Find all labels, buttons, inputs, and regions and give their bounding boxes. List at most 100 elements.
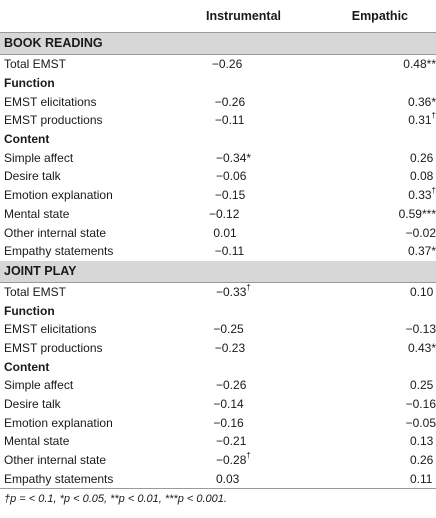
empathic-value: 0.10: [410, 284, 434, 299]
table-footnote: †p = < 0.1, *p < 0.05, **p < 0.01, ***p …: [0, 488, 436, 513]
empathic-significance-mark: †: [431, 186, 436, 196]
row-label: Emotion explanation: [4, 415, 113, 430]
empathic-cell: 0.43*: [334, 341, 436, 355]
empathic-cell: 0.31†: [334, 111, 436, 128]
instrumental-value: −0.21: [216, 434, 247, 449]
row-label: Empathy statements: [4, 471, 114, 486]
empathic-cell: 0.08: [336, 169, 436, 183]
empathic-cell: 0.25: [336, 378, 436, 392]
table-row: Mental state −0.12 0.59***: [0, 205, 436, 224]
row-label: Function: [4, 76, 55, 91]
instrumental-value: −0.34*: [216, 150, 252, 165]
instrumental-value: −0.23: [214, 340, 246, 355]
section-header: JOINT PLAY: [0, 260, 436, 283]
row-label: Total EMST: [4, 57, 67, 72]
table-row: Other internal state 0.01 −0.02: [0, 223, 436, 242]
empathic-value: 0.31: [408, 113, 432, 128]
table-row: Empathy statements 0.03 0.11: [0, 469, 436, 488]
subgroup-row: Function: [0, 301, 436, 320]
empathic-cell: 0.10: [336, 285, 436, 299]
instrumental-value: −0.11: [214, 244, 245, 259]
empathic-value: 0.43*: [407, 340, 436, 355]
table-row: Emotion explanation −0.15 0.33†: [0, 186, 436, 205]
instrumental-cell: −0.21: [196, 434, 336, 448]
row-label: EMST elicitations: [4, 322, 97, 337]
table-body: BOOK READING Total EMST −0.26 0.48** Functio…: [0, 33, 436, 488]
row-label: Desire talk: [4, 397, 61, 412]
row-label: Total EMST: [4, 284, 67, 299]
empathic-significance-mark: †: [431, 111, 436, 121]
empathic-value: −0.16: [405, 397, 436, 412]
instrumental-value: −0.25: [213, 322, 244, 337]
instrumental-value: −0.16: [213, 415, 244, 430]
empathic-value: 0.33: [408, 188, 432, 203]
instrumental-cell: 0.03: [196, 472, 336, 486]
row-label: Mental state: [4, 434, 70, 449]
instrumental-value: −0.15: [214, 188, 246, 203]
subgroup-row: Content: [0, 357, 436, 376]
instrumental-value: 0.03: [216, 471, 240, 486]
instrumental-cell: −0.23: [195, 341, 334, 355]
empathic-cell: −0.05: [332, 416, 436, 430]
empathic-value: 0.13: [410, 434, 434, 449]
table-row: Emotion explanation −0.16 −0.05: [0, 413, 436, 432]
empathic-value: 0.08: [410, 169, 434, 184]
instrumental-cell: −0.33†: [196, 283, 336, 299]
instrumental-significance-mark: †: [246, 451, 251, 461]
section-header: BOOK READING: [0, 33, 436, 55]
empathic-cell: 0.26: [336, 151, 436, 165]
row-label: EMST productions: [4, 113, 103, 128]
empathic-cell: 0.33†: [334, 186, 436, 203]
empathic-value: 0.59***: [398, 206, 436, 221]
instrumental-cell: −0.26: [192, 57, 329, 71]
instrumental-cell: −0.12: [189, 207, 325, 221]
instrumental-value: −0.11: [214, 113, 245, 128]
instrumental-cell: −0.14: [193, 397, 331, 411]
empathic-cell: 0.26: [336, 453, 436, 467]
instrumental-value: −0.14: [213, 397, 244, 412]
instrumental-value: −0.26: [211, 57, 243, 72]
instrumental-cell: −0.11: [195, 244, 334, 258]
table-row: Desire talk −0.14 −0.16: [0, 395, 436, 414]
table-row: EMST productions −0.23 0.43*: [0, 339, 436, 358]
instrumental-cell: 0.01: [193, 226, 331, 240]
instrumental-cell: −0.28†: [196, 451, 336, 467]
row-label: Other internal state: [4, 453, 107, 468]
instrumental-cell: −0.34*: [196, 151, 336, 165]
row-label: Simple affect: [4, 150, 74, 165]
empathic-value: 0.37*: [407, 244, 436, 259]
table-row: EMST elicitations −0.26 0.36*: [0, 92, 436, 111]
instrumental-value: −0.26: [216, 378, 247, 393]
header-instrumental: Instrumental: [206, 9, 282, 23]
row-label: Emotion explanation: [4, 188, 113, 203]
table-row: Total EMST −0.33† 0.10: [0, 283, 436, 302]
empathic-value: −0.13: [405, 322, 436, 337]
subgroup-row: Function: [0, 74, 436, 93]
empathic-value: 0.36*: [407, 94, 436, 109]
header-empathic: Empathic: [351, 9, 408, 23]
table-row: Mental state −0.21 0.13: [0, 432, 436, 451]
table-row: Total EMST −0.26 0.48**: [0, 55, 436, 74]
empathic-value: −0.02: [405, 225, 436, 240]
empathic-value: 0.25: [410, 378, 434, 393]
row-label: EMST productions: [4, 340, 103, 355]
empathic-cell: −0.16: [332, 397, 436, 411]
row-label: EMST elicitations: [4, 94, 97, 109]
empathic-cell: −0.02: [332, 226, 436, 240]
empathic-cell: 0.13: [336, 434, 436, 448]
empathic-cell: −0.13: [332, 322, 436, 336]
instrumental-cell: −0.25: [193, 322, 331, 336]
instrumental-value: −0.06: [216, 169, 247, 184]
table-row: Desire talk −0.06 0.08: [0, 167, 436, 186]
instrumental-value: −0.26: [214, 94, 246, 109]
empathic-cell: 0.37*: [334, 244, 436, 258]
instrumental-cell: −0.26: [196, 378, 336, 392]
instrumental-cell: −0.26: [195, 95, 334, 109]
empathic-value: 0.26: [410, 453, 434, 468]
row-label: Desire talk: [4, 169, 61, 184]
empathic-cell: 0.11: [336, 472, 436, 486]
table-row: EMST productions −0.11 0.31†: [0, 111, 436, 130]
row-label: Content: [4, 359, 50, 374]
table-header: Instrumental Empathic: [0, 0, 436, 33]
instrumental-value: −0.12: [209, 206, 240, 221]
